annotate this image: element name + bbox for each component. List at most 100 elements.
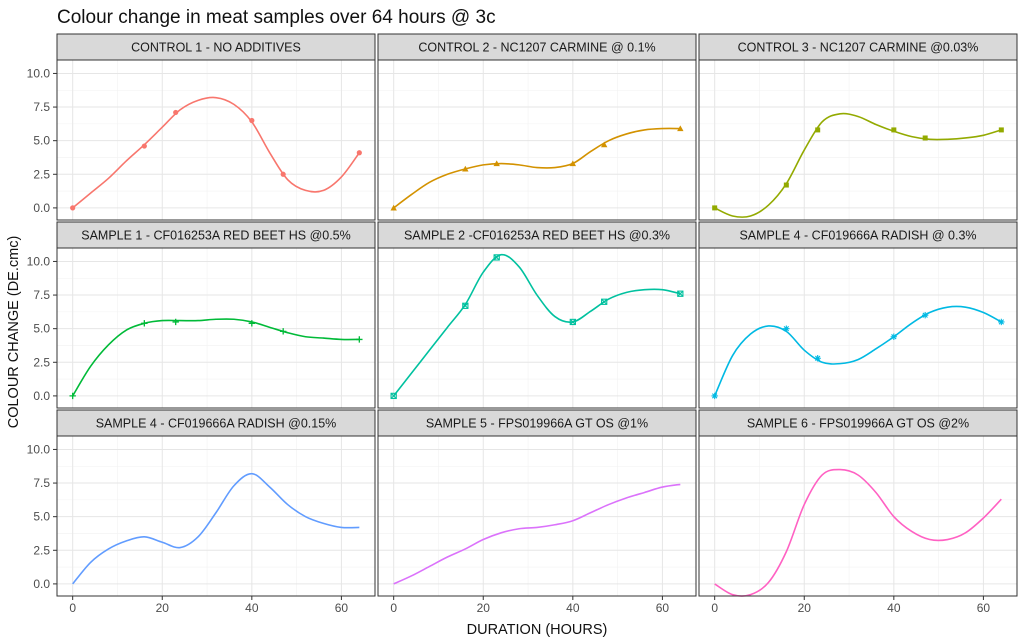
point-marker-box [569,318,576,326]
point-marker [815,127,821,133]
facet-strip-label: SAMPLE 5 - FPS019966A GT OS @1% [426,417,648,431]
x-tick-label: 40 [566,601,580,615]
point-marker [712,205,718,211]
panel-border [56,59,376,221]
plot-background [57,248,375,408]
y-tick-label: 10.0 [27,442,51,456]
point-marker-box [462,302,469,309]
point-marker-cross [677,290,684,297]
panel-border [698,247,1018,409]
series-line [713,305,1002,397]
x-tick-label: 40 [245,601,259,615]
plot-background [378,248,696,408]
series-line [714,468,1002,597]
facet-panel: SAMPLE 2 -CF016253A RED BEET HS @0.3% [377,221,697,409]
plot-background [699,248,1017,408]
point-marker [141,143,147,149]
point-marker [493,254,500,261]
point-marker [141,320,148,327]
panel-border [56,435,376,597]
point-marker [677,290,684,297]
series-line [393,253,681,397]
point-marker [677,125,684,132]
point-marker [248,320,256,327]
plot-background [699,436,1017,596]
point-marker [249,117,255,124]
facet-strip [377,33,697,61]
panel-border [377,435,697,597]
point-marker [172,318,179,326]
facet-strip [698,409,1018,437]
y-tick-label: 2.5 [33,167,50,181]
facet-strip [698,221,1018,249]
point-marker [998,318,1005,326]
plot-background [57,436,375,596]
point-marker [921,312,929,319]
x-tick-label: 0 [711,601,718,615]
plot-background [57,60,375,220]
point-marker-cross [601,298,608,305]
panel-border [377,59,697,221]
point-marker [601,298,608,305]
facet-strip-label: CONTROL 2 - NC1207 CARMINE @ 0.1% [418,41,655,55]
facet-panel: SAMPLE 5 - FPS019966A GT OS @1% 0 20 40 60 [377,409,697,615]
y-tick-label: 5.0 [33,510,50,524]
y-tick-label: 0.0 [33,389,50,403]
point-marker [462,165,469,172]
facet-strip [698,33,1018,61]
y-tick-label: 0.0 [33,201,50,215]
x-tick-label: 20 [156,601,170,615]
series-line [72,96,360,209]
y-tick-label: 7.5 [33,476,50,490]
panel-border [377,247,697,409]
facet-panel: SAMPLE 6 - FPS019966A GT OS @2% 0 20 40 60 [698,409,1018,615]
point-marker-box [493,254,500,261]
facet-panel: CONTROL 2 - NC1207 CARMINE @ 0.1% [377,33,697,221]
facet-strip-label: SAMPLE 4 - CF019666A RADISH @ 0.3% [739,229,976,243]
facet-strip [56,409,376,437]
plot-background [378,436,696,596]
panel-border [698,435,1018,597]
y-tick-label: 7.5 [33,100,50,114]
facet-strip [377,409,697,437]
chart-panels: CONTROL 1 - NO ADDITIVES 0.0 2.5 5.0 7.5 10.0… [27,33,1018,615]
point-marker-cross [493,254,500,261]
plot-background [378,60,696,220]
x-tick-label: 40 [887,601,901,615]
point-marker [711,392,718,400]
point-marker [279,328,287,335]
point-marker [280,171,286,177]
y-tick-label: 0.0 [33,577,50,591]
point-marker [998,127,1004,133]
panel-border [698,59,1018,221]
point-marker [390,392,397,400]
point-marker [600,141,608,148]
point-marker-box [390,392,397,400]
facet-panel: CONTROL 3 - NC1207 CARMINE @0.03% [698,33,1018,221]
facet-strip-label: SAMPLE 1 - CF016253A RED BEET HS @0.5% [81,229,351,243]
point-marker-box [601,298,608,305]
x-tick-label: 60 [335,601,349,615]
facet-strip-label: CONTROL 1 - NO ADDITIVES [131,41,301,55]
point-marker [922,135,928,141]
point-marker [890,333,898,340]
point-marker [356,150,362,156]
point-marker-cross [390,392,397,399]
y-tick-label: 10.0 [27,254,51,268]
facet-strip-label: SAMPLE 2 -CF016253A RED BEET HS @0.3% [404,229,670,243]
x-tick-label: 60 [656,601,670,615]
facet-strip-label: SAMPLE 6 - FPS019966A GT OS @2% [747,417,969,431]
point-marker [493,160,500,167]
y-tick-label: 5.0 [33,322,50,336]
facet-strip [377,221,697,249]
point-marker [569,318,576,326]
point-marker [69,392,76,400]
facet-panel: SAMPLE 4 - CF019666A RADISH @0.15% 0.0 2.5… [27,409,376,615]
series-line [71,318,360,397]
y-tick-label: 7.5 [33,288,50,302]
facet-strip-label: SAMPLE 4 - CF019666A RADISH @0.15% [96,417,337,431]
facet-strip [56,221,376,249]
point-marker [356,336,363,343]
x-tick-label: 0 [390,601,397,615]
plot-background [699,60,1017,220]
